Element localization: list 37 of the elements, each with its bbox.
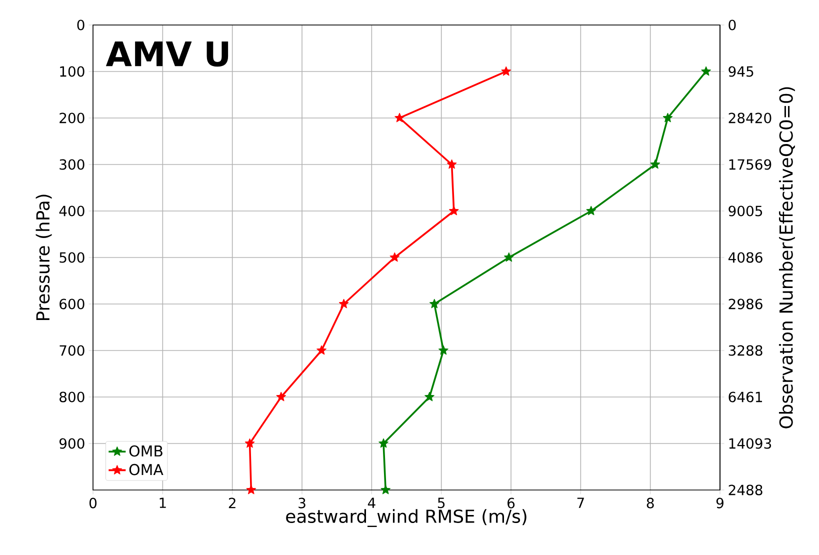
annotation: AMV U [106, 41, 228, 67]
x-tick-label: 8 [646, 498, 654, 508]
x-tick-label: 7 [577, 498, 584, 508]
x-tick-label: 2 [228, 498, 236, 508]
text: 28420 [728, 112, 772, 124]
x-tick-label: 3 [298, 498, 306, 508]
x-tick-label: 5 [438, 498, 445, 508]
text: 0 [728, 20, 736, 30]
x-tick-label: 1 [160, 498, 166, 508]
text: 2488 [728, 484, 762, 496]
x-tick-label: 6 [508, 498, 515, 508]
text: 17569 [729, 159, 772, 170]
legend-label: OMB [129, 445, 162, 457]
x-tick-label: 0 [89, 498, 97, 508]
y-tick-label: 800 [60, 392, 84, 402]
x-tick-label: 9 [716, 498, 724, 508]
y-tick-label: 400 [59, 206, 84, 216]
text: 945 [728, 66, 754, 77]
y2-axis-title: Observation Number(EffectiveQC0=0) [778, 87, 795, 428]
y-tick-label: 200 [60, 112, 84, 124]
y-tick-label: 900 [59, 438, 84, 449]
y-tick-label: 100 [60, 66, 84, 77]
y-tick-label: 600 [60, 298, 84, 310]
y-axis-title: Pressure (hPa) [36, 194, 52, 320]
text: 3288 [728, 345, 762, 356]
text: 14093 [729, 438, 772, 449]
y-tick-label: 0 [77, 20, 84, 30]
text: 2986 [728, 298, 762, 310]
y-tick-label: 500 [60, 252, 84, 263]
legend-label: OMA [129, 464, 164, 476]
text: 9005 [728, 206, 762, 216]
text: 6461 [728, 392, 762, 402]
text: 4086 [728, 252, 762, 263]
x-axis-title: eastward_wind RMSE (m/s) [286, 509, 526, 528]
y-tick-label: 300 [60, 159, 84, 170]
x-tick-label: 4 [368, 498, 376, 508]
y-tick-label: 700 [60, 345, 84, 356]
